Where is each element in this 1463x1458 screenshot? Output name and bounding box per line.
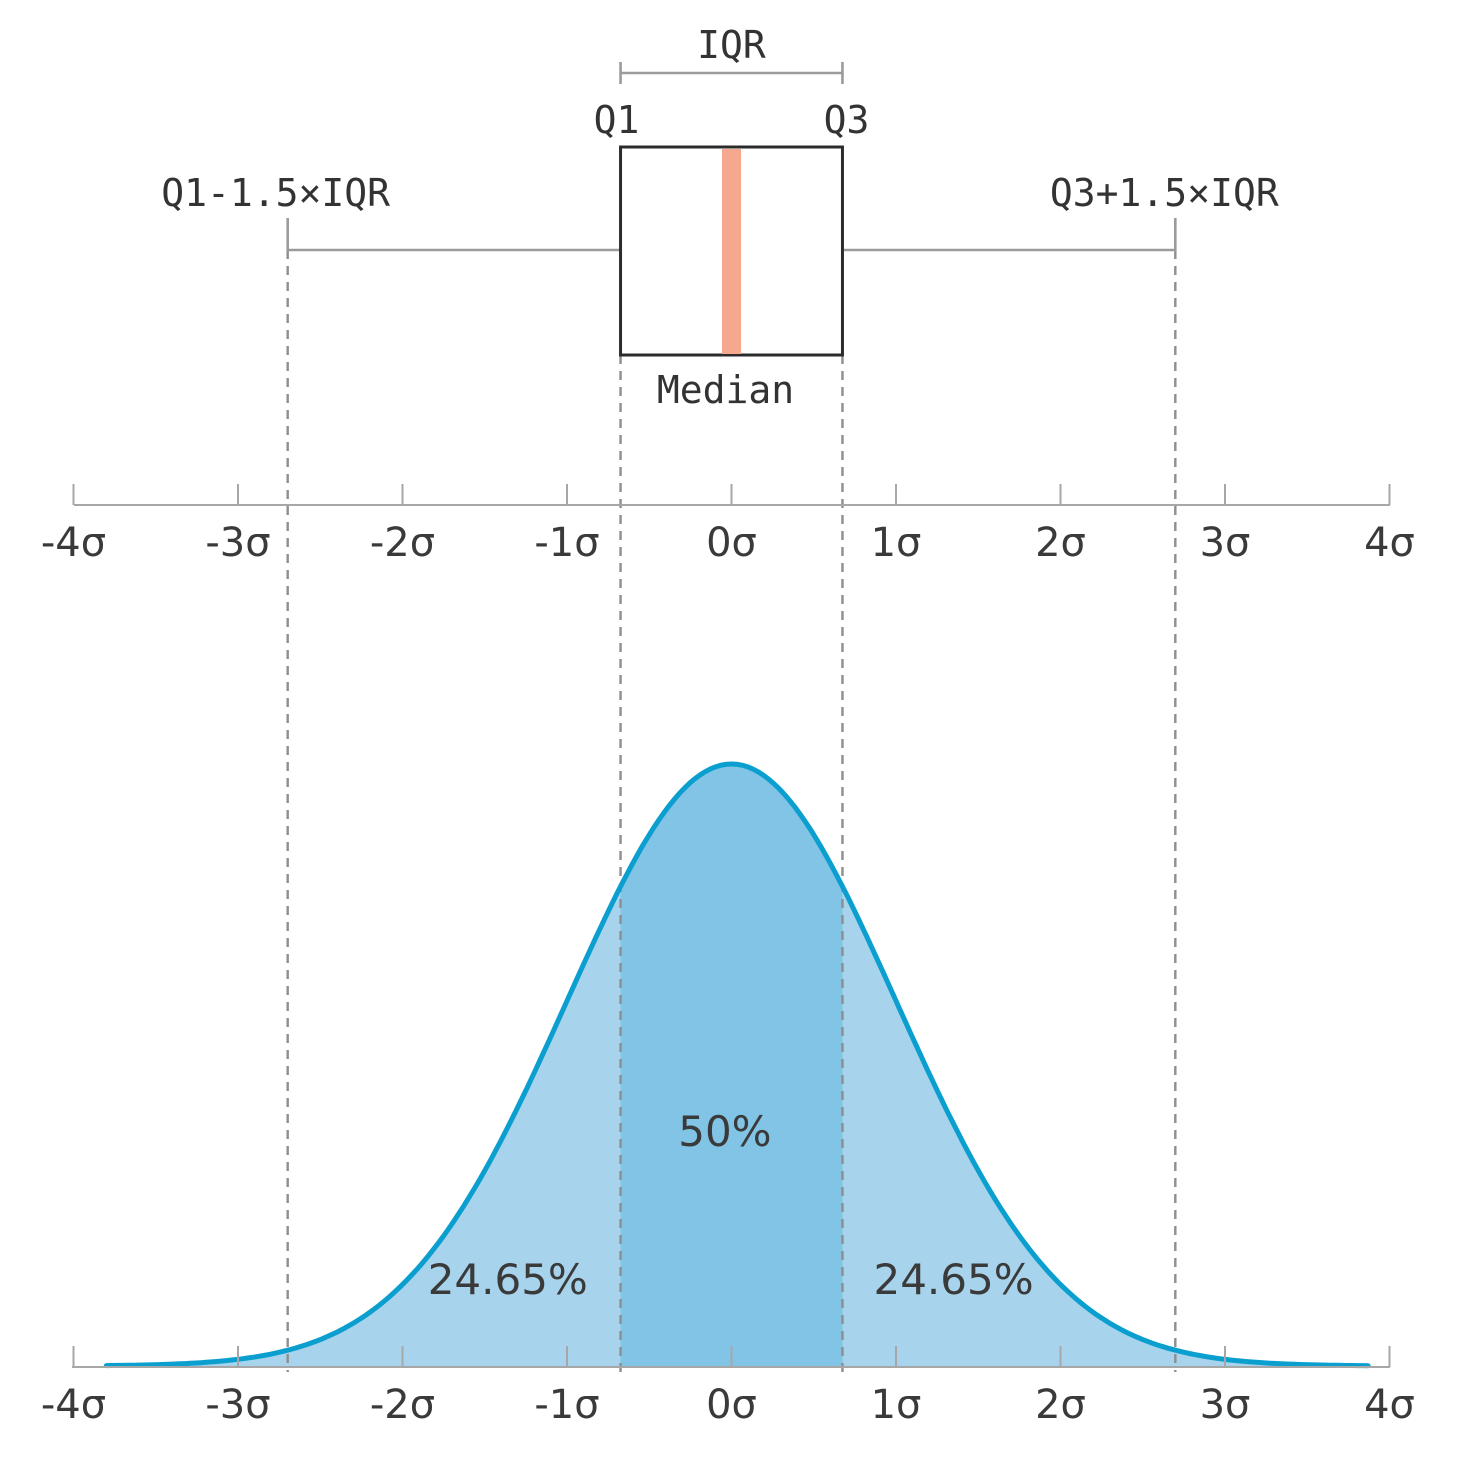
lower-axis-tick-label: 1σ <box>871 1382 922 1428</box>
upper-axis-ticks: -4σ -3σ -2σ -1σ 0σ 1σ 2σ 3σ 4σ <box>41 484 1415 566</box>
upper-axis-tick-label: -3σ <box>205 520 270 566</box>
lower-axis-tick-label: -4σ <box>41 1382 106 1428</box>
iqr-label: IQR <box>697 23 766 67</box>
upper-axis-tick-label: 2σ <box>1035 520 1086 566</box>
q1-label: Q1 <box>594 98 640 142</box>
iqr-region-fill <box>620 764 843 1366</box>
iqr-percent-label: 50% <box>678 1107 771 1156</box>
lower-axis-tick-label: 3σ <box>1200 1382 1251 1428</box>
q3-label: Q3 <box>824 98 870 142</box>
lower-fence-label: Q1-1.5×IQR <box>161 171 390 215</box>
upper-axis-tick-label: -2σ <box>370 520 435 566</box>
left-tail-percent-label: 24.65% <box>428 1255 588 1304</box>
upper-axis-tick-label: -1σ <box>534 520 599 566</box>
upper-axis-tick-label: 0σ <box>706 520 757 566</box>
lower-axis-tick-label: -1σ <box>534 1382 599 1428</box>
lower-axis-tick-label: 0σ <box>706 1382 757 1428</box>
median-label: Median <box>657 368 794 412</box>
median-bar <box>722 149 741 354</box>
normal-density-curve <box>103 761 1371 1369</box>
lower-axis-ticks: -4σ -3σ -2σ -1σ 0σ 1σ 2σ 3σ 4σ <box>41 1346 1415 1428</box>
upper-axis-tick-label: -4σ <box>41 520 106 566</box>
upper-axis-tick-label: 4σ <box>1364 520 1415 566</box>
box-plot: IQR Q1 Q3 Q1-1.5×IQR Q3+1.5×IQR Median <box>161 23 1279 412</box>
upper-axis-tick-label: 1σ <box>871 520 922 566</box>
upper-axis-tick-label: 3σ <box>1200 520 1251 566</box>
lower-axis-tick-label: 2σ <box>1035 1382 1086 1428</box>
lower-axis-tick-label: 4σ <box>1364 1382 1415 1428</box>
right-tail-percent-label: 24.65% <box>873 1255 1033 1304</box>
lower-axis-tick-label: -3σ <box>205 1382 270 1428</box>
lower-axis-tick-label: -2σ <box>370 1382 435 1428</box>
upper-fence-label: Q3+1.5×IQR <box>1050 171 1279 215</box>
